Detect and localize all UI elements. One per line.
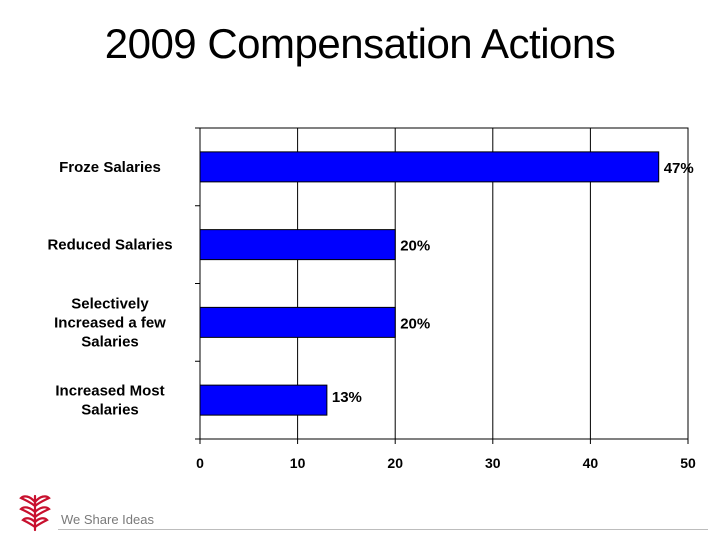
- category-label: Selectively: [71, 295, 149, 312]
- data-label: 20%: [400, 238, 430, 255]
- bar: [199, 384, 328, 416]
- chart-title: 2009 Compensation Actions: [104, 20, 616, 67]
- footer-tagline: We Share Ideas: [61, 512, 154, 527]
- category-label: Increased Most: [55, 383, 164, 400]
- plant-logo-icon: [19, 494, 51, 532]
- x-tick-label: 20: [387, 455, 403, 471]
- x-tick-label: 10: [290, 455, 306, 471]
- data-label: 47%: [664, 160, 694, 177]
- category-label: Salaries: [81, 402, 139, 419]
- x-tick-label: 40: [583, 455, 599, 471]
- bar: [199, 151, 660, 183]
- category-label: Salaries: [81, 333, 139, 350]
- data-label: 13%: [332, 389, 362, 406]
- category-label: Froze Salaries: [59, 159, 161, 176]
- x-tick-label: 30: [485, 455, 501, 471]
- data-label: 20%: [400, 315, 430, 332]
- bar: [199, 306, 396, 338]
- category-label: Reduced Salaries: [47, 237, 172, 254]
- category-label: Increased a few: [54, 314, 166, 331]
- x-tick-label: 50: [680, 455, 696, 471]
- footer-divider: [58, 529, 708, 530]
- x-tick-label: 0: [196, 455, 204, 471]
- bar: [199, 229, 396, 261]
